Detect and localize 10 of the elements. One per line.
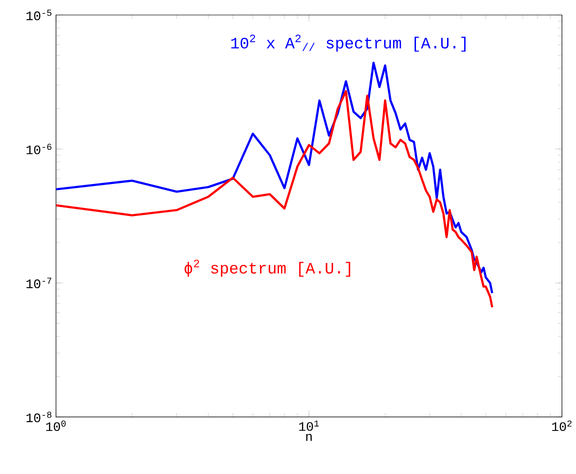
y-tick-label: 10$^{-8}$ bbox=[26, 412, 52, 422]
y-tick-label: 10$^{-6}$ bbox=[26, 144, 52, 154]
x-axis-title: n bbox=[306, 434, 312, 441]
x-tick-label: 10$^{0}$ bbox=[46, 420, 66, 432]
y-tick-label: 10$^{-7}$ bbox=[26, 278, 52, 288]
text: ϕ$^{2}$ spectrum [A.U.] bbox=[184, 260, 350, 277]
x-tick-label: 10$^{1}$ bbox=[299, 420, 319, 431]
text: 10$^{2}$ x A$^{2}$$_{//}$ spectrum [A.U.] bbox=[231, 34, 466, 52]
x-tick-label: 10$^{2}$ bbox=[552, 420, 572, 432]
y-tick-label: 10$^{-5}$ bbox=[26, 10, 52, 20]
